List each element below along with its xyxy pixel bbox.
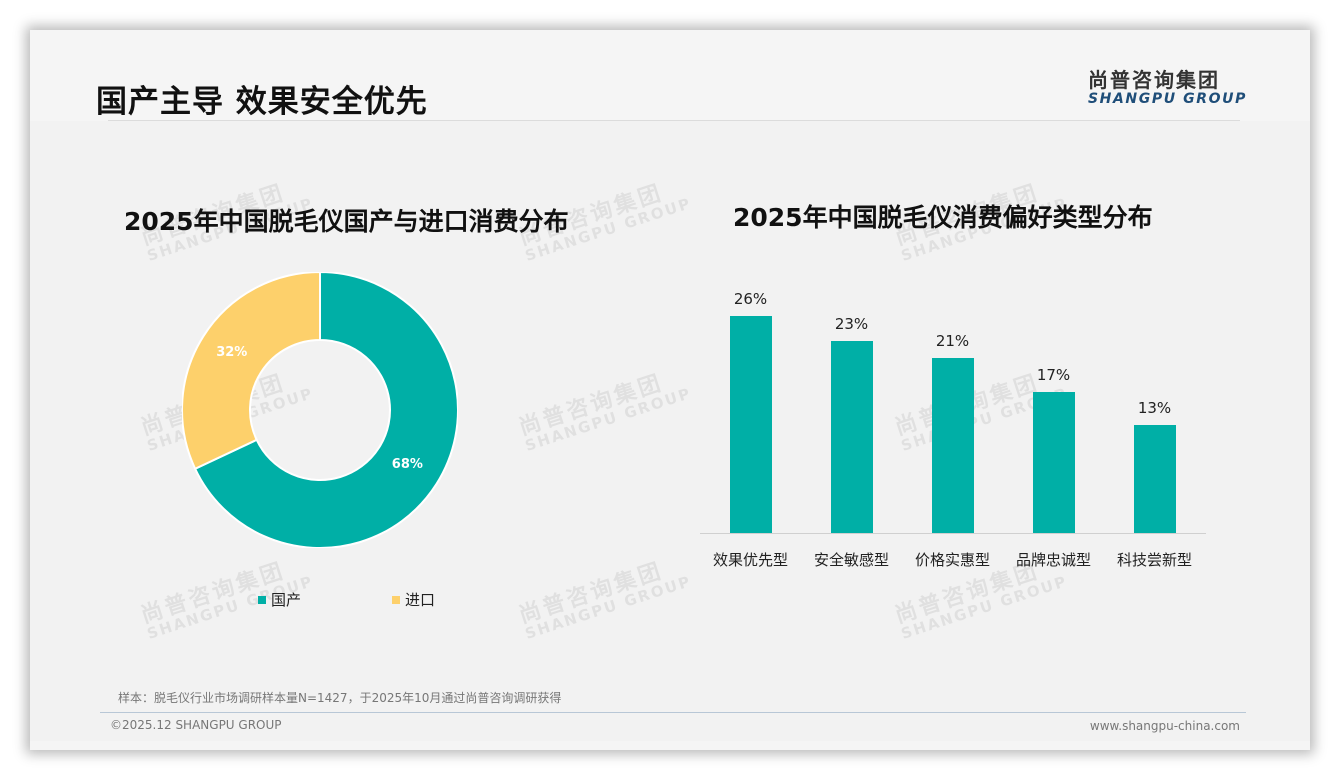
x-axis-label: 科技尝新型 (1116, 551, 1192, 569)
legend-item-import: 进口 (392, 589, 435, 610)
bar-chart: 26% 23% 21% 17% 13% (700, 280, 1206, 534)
bar-value-label: 13% (1137, 399, 1172, 417)
donut-label-domestic: 68% (391, 456, 423, 472)
donut-chart-title: 2025年中国脱毛仪国产与进口消费分布 (124, 207, 569, 236)
legend-label: 国产 (271, 591, 302, 609)
donut-chart: 68% 32% (181, 270, 459, 549)
bar-value-label: 17% (1036, 365, 1071, 384)
x-axis-label: 价格实惠型 (914, 551, 990, 569)
donut-label-import: 32% (216, 345, 248, 361)
bar (1133, 425, 1176, 534)
legend-swatch-icon (392, 595, 400, 604)
title-divider (108, 120, 1240, 121)
brand-logo: 尚普咨询集团 SHANGPU GROUP (1088, 64, 1247, 107)
legend-swatch-icon (258, 595, 266, 604)
x-axis-label: 效果优先型 (712, 551, 788, 569)
website-link[interactable]: www.shangpu-china.com (1089, 719, 1240, 733)
donut-svg (181, 270, 459, 549)
donut-slice-domestic (193, 270, 459, 549)
bar-value-label: 26% (733, 290, 768, 308)
bar-value-label: 23% (834, 315, 869, 334)
bar (1032, 391, 1075, 534)
bar (729, 316, 772, 534)
bar-chart-title: 2025年中国脱毛仪消费偏好类型分布 (733, 203, 1153, 232)
logo-text-en: SHANGPU GROUP (1088, 91, 1247, 107)
x-axis-label: 品牌忠诚型 (1015, 551, 1091, 569)
legend-item-domestic: 国产 (258, 589, 301, 610)
bar-value-label: 21% (935, 331, 970, 350)
bar (830, 341, 873, 534)
x-axis-line (700, 533, 1206, 534)
sample-note: 样本：脱毛仪行业市场调研样本量N=1427，于2025年10月通过尚普咨询调研获… (118, 691, 562, 705)
copyright: ©2025.12 SHANGPU GROUP (110, 718, 282, 732)
x-axis-label: 安全敏感型 (813, 551, 889, 569)
donut-slice-import (181, 270, 321, 471)
footer-divider (100, 712, 1246, 713)
page-title: 国产主导 效果安全优先 (96, 84, 428, 120)
logo-text-cn: 尚普咨询集团 (1088, 68, 1220, 92)
legend-label: 进口 (405, 591, 436, 609)
slide: 国产主导 效果安全优先 尚普咨询集团 SHANGPU GROUP 尚普咨询集团S… (30, 30, 1310, 750)
bar (931, 357, 974, 534)
